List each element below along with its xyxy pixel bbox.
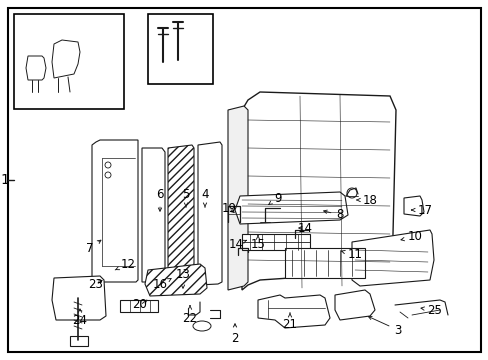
Polygon shape (198, 142, 222, 285)
Polygon shape (142, 148, 164, 282)
Polygon shape (351, 230, 433, 286)
Bar (148, 14, 213, 84)
Polygon shape (242, 92, 395, 290)
Text: 11: 11 (341, 248, 362, 261)
Bar (285, 248, 364, 278)
Text: 4: 4 (201, 189, 208, 207)
Polygon shape (168, 145, 194, 282)
Text: 20: 20 (132, 298, 147, 311)
Bar (70, 336, 88, 346)
Text: 24: 24 (72, 309, 87, 327)
Ellipse shape (193, 321, 210, 331)
Text: 8: 8 (323, 208, 343, 221)
Polygon shape (145, 264, 206, 296)
Text: 10: 10 (400, 230, 422, 243)
Polygon shape (334, 290, 374, 320)
Text: 18: 18 (356, 194, 377, 207)
Text: 16: 16 (152, 279, 171, 292)
Text: 22: 22 (182, 306, 197, 324)
Text: 25: 25 (420, 303, 442, 316)
Text: 3: 3 (367, 316, 401, 337)
Circle shape (346, 188, 356, 198)
Circle shape (105, 172, 111, 178)
Text: 7: 7 (86, 240, 101, 255)
Circle shape (105, 162, 111, 168)
Polygon shape (403, 196, 423, 216)
Polygon shape (52, 40, 80, 78)
Text: 5: 5 (182, 189, 189, 207)
Text: 23: 23 (88, 279, 103, 292)
Polygon shape (258, 295, 329, 328)
Text: 17: 17 (411, 203, 431, 216)
Bar (14, 14, 124, 109)
Text: 21: 21 (282, 313, 297, 332)
Text: 13: 13 (175, 269, 190, 288)
Polygon shape (26, 56, 46, 80)
Polygon shape (92, 140, 138, 282)
Text: 14: 14 (228, 238, 246, 252)
Text: 14: 14 (297, 221, 312, 234)
Text: 2: 2 (231, 324, 238, 345)
Bar (120, 300, 158, 312)
Text: 6: 6 (156, 189, 163, 211)
Text: 19: 19 (221, 202, 236, 215)
Text: 9: 9 (268, 192, 281, 204)
Polygon shape (52, 276, 106, 320)
Text: 12: 12 (115, 257, 135, 270)
Text: 15: 15 (250, 235, 265, 252)
Bar (242, 234, 309, 250)
Polygon shape (227, 106, 247, 290)
Polygon shape (235, 192, 347, 224)
Text: 1: 1 (0, 173, 9, 187)
